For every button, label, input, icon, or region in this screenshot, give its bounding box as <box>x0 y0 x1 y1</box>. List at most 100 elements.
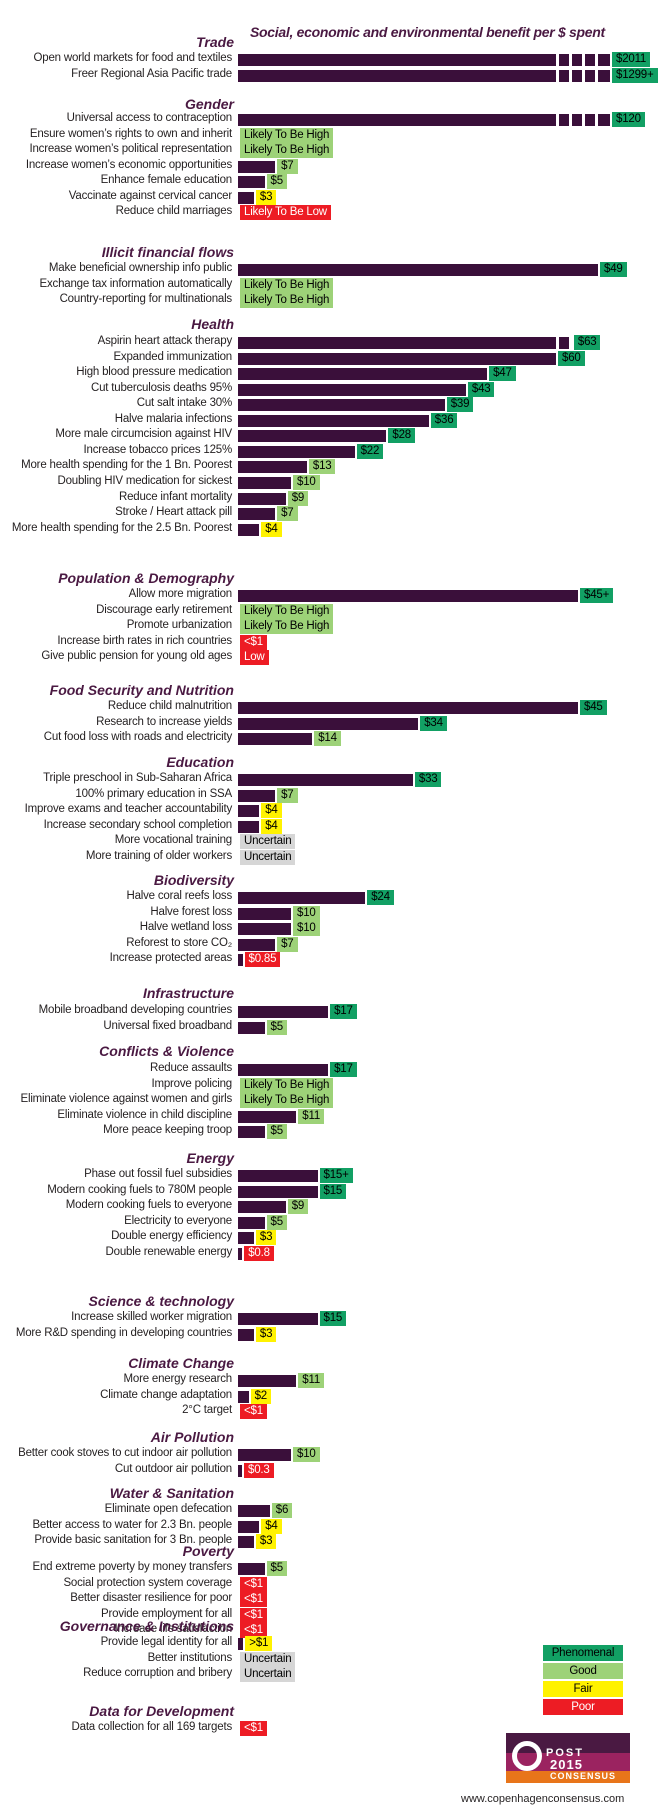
value-label: $9 <box>287 1199 309 1215</box>
bar <box>238 430 387 443</box>
bar <box>238 590 578 602</box>
row-label: Increase women’s political representatio… <box>29 143 232 156</box>
value-label: $60 <box>558 350 585 366</box>
bar <box>238 176 265 189</box>
bar <box>238 954 243 967</box>
bar-break <box>569 54 572 66</box>
value-label: $5 <box>266 1124 287 1140</box>
value-label: $10 <box>293 474 320 490</box>
row-label: Better access to water for 2.3 Bn. peopl… <box>32 1518 232 1531</box>
bar <box>238 717 419 730</box>
section-title: Population & Demography <box>58 570 234 586</box>
value-label: $36 <box>430 412 458 428</box>
row-label: Give public pension for young old ages <box>41 650 232 663</box>
value-label: $28 <box>388 428 415 444</box>
value-label: Uncertain <box>240 849 296 865</box>
legend-item: Good <box>543 1663 623 1679</box>
row-label: Ensure women’s rights to own and inherit <box>29 127 232 140</box>
row-label: Increase tobacco prices 125% <box>83 443 233 456</box>
row-label: More health spending for the 2.5 Bn. Poo… <box>11 521 232 534</box>
row-label: More training of older workers <box>85 849 232 862</box>
bar <box>238 907 291 920</box>
value-label: $10 <box>293 921 320 937</box>
bar <box>238 383 466 396</box>
value-label: <$1 <box>240 1404 267 1420</box>
bar-break <box>595 54 598 66</box>
row-label: Halve malaria infections <box>114 412 232 425</box>
row-label: Better cook stoves to cut indoor air pol… <box>18 1447 232 1459</box>
bar <box>238 1328 254 1341</box>
value-label: Likely To Be High <box>240 603 334 619</box>
row-label: Open world markets for food and textiles <box>33 52 233 64</box>
value-label: Low <box>240 650 269 666</box>
row-label: Increase protected areas <box>109 952 233 965</box>
bar <box>238 508 276 521</box>
value-label: Likely To Be Low <box>240 205 331 221</box>
bar <box>238 368 488 381</box>
bar-break <box>556 114 559 126</box>
value-label: $5 <box>266 174 287 190</box>
bar <box>238 492 286 505</box>
bar <box>238 114 610 126</box>
bar <box>238 461 307 474</box>
bar <box>238 1375 297 1387</box>
value-label: $7 <box>277 787 298 803</box>
row-label: Improve exams and teacher accountability <box>24 803 233 816</box>
row-label: More energy research <box>123 1373 233 1385</box>
row-label: Research to increase yields <box>96 715 232 728</box>
row-label: Better disaster resilience for poor <box>70 1592 232 1605</box>
bar <box>238 1505 270 1517</box>
bar <box>238 1216 265 1229</box>
bar-break <box>569 69 572 82</box>
row-label: Reduce infant mortality <box>118 490 232 503</box>
row-label: Halve wetland loss <box>139 921 232 934</box>
bar <box>238 892 366 904</box>
chart-title: Social, economic and environmental benef… <box>250 24 605 40</box>
row-label: Enhance female education <box>100 174 233 187</box>
row-label: Exchange tax information automatically <box>39 277 233 290</box>
value-label: Uncertain <box>240 834 296 850</box>
bar-break <box>582 69 585 82</box>
value-label: $45 <box>580 700 607 715</box>
section-title: Health <box>191 316 234 332</box>
value-label: $3 <box>255 1326 277 1342</box>
bar <box>238 523 260 536</box>
row-label: Increase secondary school completion <box>43 818 233 831</box>
value-label: $4 <box>261 1518 282 1534</box>
row-label: Expanded immunization <box>113 350 232 363</box>
bar <box>238 702 578 714</box>
value-label: $34 <box>420 715 447 731</box>
value-label: $45+ <box>580 588 614 603</box>
bar <box>238 1536 254 1549</box>
section-title: Data for Development <box>89 1703 234 1719</box>
value-label: $9 <box>287 490 309 506</box>
section-title: Food Security and Nutrition <box>49 682 234 698</box>
bar <box>238 805 260 818</box>
row-label: More male circumcision against HIV <box>55 428 232 441</box>
value-label: $2 <box>250 1388 271 1404</box>
bar <box>238 1390 249 1403</box>
section-title: Climate Change <box>128 1355 234 1371</box>
bar <box>238 160 276 173</box>
value-label: $4 <box>261 818 282 834</box>
row-label: Triple preschool in Sub-Saharan Africa <box>43 772 232 784</box>
section-title: Education <box>166 754 234 770</box>
logo-bottom-band <box>506 1771 630 1783</box>
value-label: $2011 <box>612 52 651 67</box>
row-label: Eliminate violence against women and gir… <box>20 1093 233 1106</box>
row-label: Halve coral reefs loss <box>126 890 232 902</box>
row-label: 2°C target <box>182 1404 232 1417</box>
value-label: Likely To Be High <box>240 277 334 293</box>
section-title: Gender <box>184 96 234 112</box>
logo-circle-icon <box>512 1741 542 1771</box>
value-label: <$1 <box>240 1607 267 1623</box>
value-label: $0.3 <box>244 1462 274 1478</box>
row-label: Social protection system coverage <box>63 1576 232 1589</box>
row-label: Increase life satisfaction <box>114 1623 232 1636</box>
value-label: <$1 <box>240 1592 267 1608</box>
bar <box>238 264 598 276</box>
value-label: $3 <box>255 189 277 205</box>
bar <box>238 337 572 349</box>
value-label: $33 <box>414 772 442 787</box>
